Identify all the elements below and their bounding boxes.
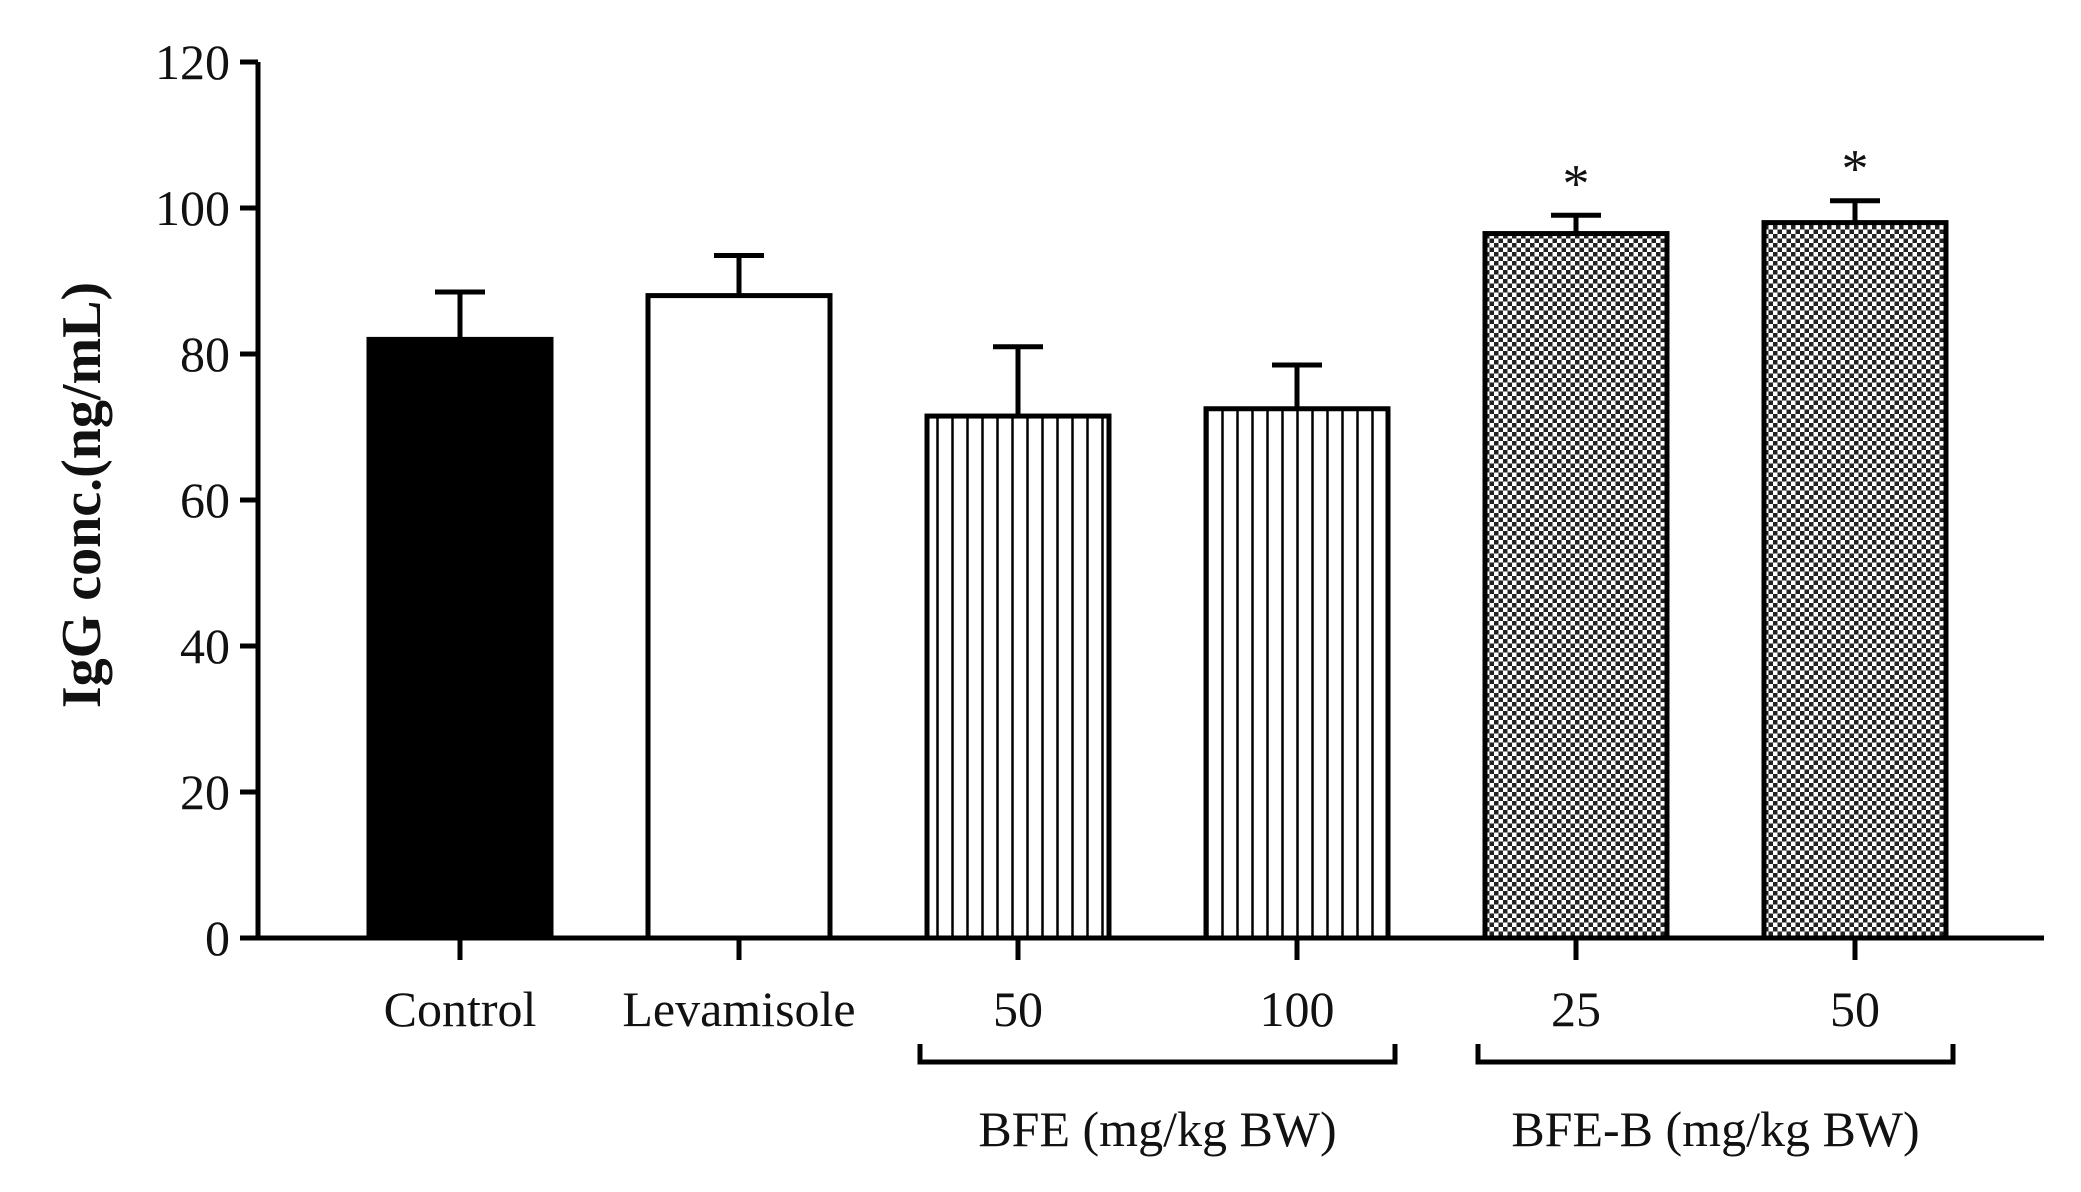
category-label: 50 [993, 981, 1043, 1037]
y-tick-label: 20 [180, 764, 230, 820]
significance-asterisk: * [1842, 139, 1869, 199]
category-label: 50 [1830, 981, 1880, 1037]
y-axis-label: IgG conc.(ng/mL) [51, 282, 113, 708]
significance-markers: * * [1563, 139, 1869, 214]
bars [366, 220, 1949, 941]
group-bracket [917, 1044, 1398, 1065]
group-brackets: BFE (mg/kg BW) BFE-B (mg/kg BW) [917, 1044, 1956, 1157]
group-label: BFE (mg/kg BW) [978, 1101, 1336, 1157]
y-tick-label: 40 [180, 618, 230, 674]
y-tick-label: 100 [155, 180, 230, 236]
y-axis-ticks: 0 20 40 60 80 100 120 [155, 34, 258, 966]
bar [924, 413, 1112, 941]
bar [1761, 220, 1949, 941]
y-tick-label: 0 [205, 910, 230, 966]
bar [1482, 231, 1670, 941]
y-tick-label: 80 [180, 326, 230, 382]
error-bars [435, 198, 1880, 417]
bar [366, 336, 554, 941]
category-label: Control [384, 981, 537, 1037]
bar [1203, 406, 1391, 941]
y-tick-label: 120 [155, 34, 230, 90]
category-label: 100 [1260, 981, 1335, 1037]
significance-asterisk: * [1563, 153, 1590, 213]
category-labels: Control Levamisole 50 100 25 50 [384, 981, 1880, 1037]
category-label: 25 [1551, 981, 1601, 1037]
x-axis-ticks [457, 938, 1858, 960]
group-label: BFE-B (mg/kg BW) [1511, 1101, 1919, 1157]
bar [645, 293, 833, 941]
y-tick-label: 60 [180, 472, 230, 528]
category-label: Levamisole [622, 981, 855, 1037]
group-bracket [1475, 1044, 1956, 1065]
